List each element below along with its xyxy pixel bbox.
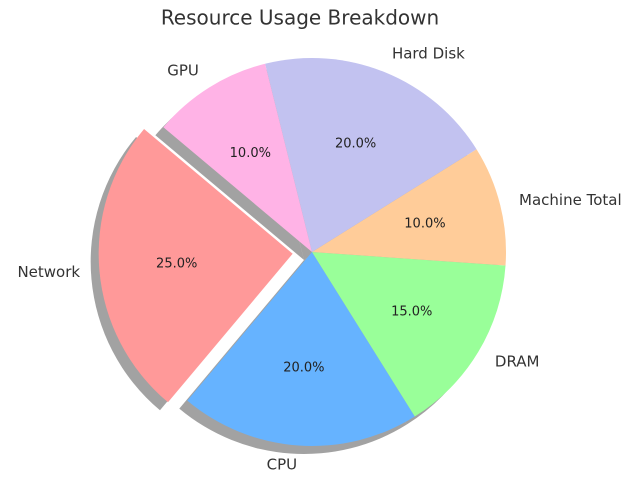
slice: [98, 128, 293, 403]
slice: [163, 63, 312, 252]
slice-percent-label: 15.0%: [391, 304, 432, 319]
slice-category-label: Machine Total: [519, 191, 622, 209]
slice: [187, 252, 415, 446]
slice-category-label: CPU: [267, 455, 298, 473]
slice-category-label: Network: [17, 263, 80, 281]
slice-percent-label: 25.0%: [156, 256, 197, 271]
slice-category-label: Hard Disk: [392, 45, 465, 63]
slice-percent-label: 20.0%: [335, 137, 376, 152]
slice-category-label: GPU: [167, 62, 199, 80]
slice-percent-label: 10.0%: [404, 216, 445, 231]
chart-title: Resource Usage Breakdown: [161, 6, 439, 30]
slice: [312, 252, 506, 417]
slice-percent-label: 10.0%: [230, 146, 271, 161]
slice-percent-label: 20.0%: [283, 361, 324, 376]
slice-category-label: DRAM: [495, 352, 540, 370]
slice: [312, 149, 506, 266]
slice: [265, 58, 477, 253]
